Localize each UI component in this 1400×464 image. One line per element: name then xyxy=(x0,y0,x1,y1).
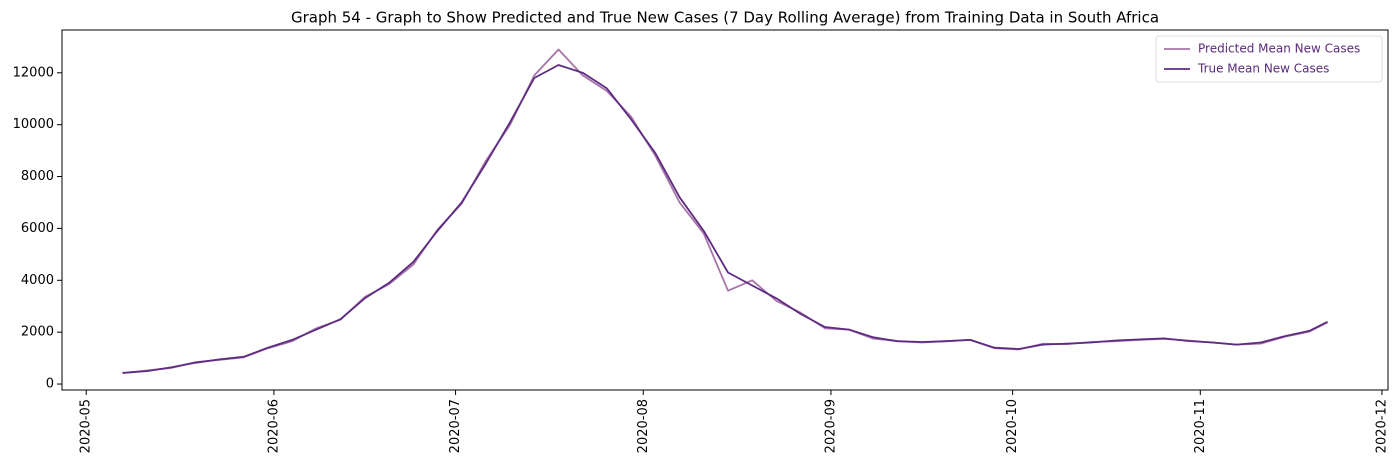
x-tick-label: 2020-10 xyxy=(1005,399,1020,453)
y-tick-label: 4000 xyxy=(21,273,54,288)
y-tick-label: 6000 xyxy=(21,221,54,236)
legend-label: True Mean New Cases xyxy=(1197,62,1329,76)
legend-label: Predicted Mean New Cases xyxy=(1198,42,1360,56)
x-tick-label: 2020-09 xyxy=(823,399,838,453)
y-tick-label: 2000 xyxy=(21,325,54,340)
chart-title: Graph 54 - Graph to Show Predicted and T… xyxy=(291,9,1159,27)
x-tick-label: 2020-06 xyxy=(266,399,281,453)
x-tick-label: 2020-12 xyxy=(1374,399,1389,453)
y-tick-label: 10000 xyxy=(13,117,54,132)
series-line xyxy=(122,48,1328,374)
x-tick-label: 2020-05 xyxy=(79,399,94,453)
x-tick-label: 2020-07 xyxy=(448,399,463,453)
y-tick-label: 8000 xyxy=(21,169,54,184)
x-tick-label: 2020-08 xyxy=(636,399,651,453)
y-tick-label: 0 xyxy=(46,377,54,392)
plot-frame xyxy=(61,29,1389,391)
x-tick-label: 2020-11 xyxy=(1193,399,1208,453)
y-tick-label: 12000 xyxy=(13,65,54,80)
legend-box xyxy=(1155,35,1383,83)
series-line xyxy=(122,64,1328,374)
